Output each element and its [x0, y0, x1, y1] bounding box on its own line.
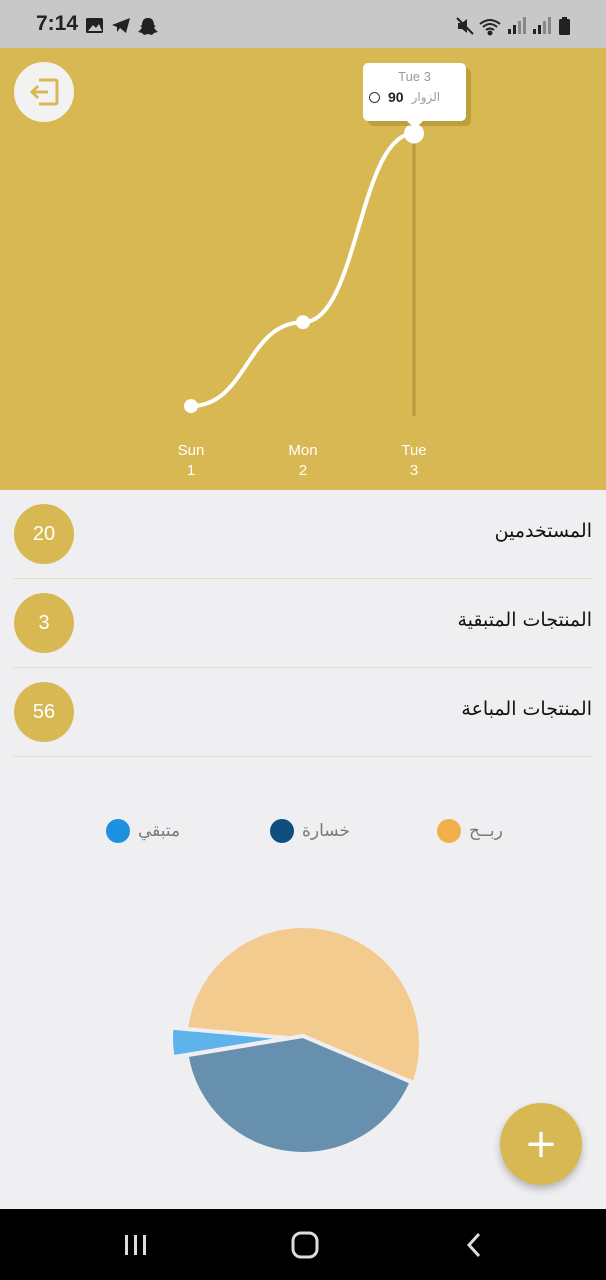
recents-icon [125, 1235, 146, 1255]
legend-dot [437, 819, 461, 843]
visitors-chart-panel: Tue 3 90 الزوار Sun 1 Mon 2 Tue 3 [0, 48, 606, 490]
tooltip-value: 90 [388, 89, 404, 105]
stat-row-remaining-products[interactable]: 3 المنتجات المتبقية [14, 579, 592, 668]
pie-slice-2 [169, 1025, 290, 1060]
legend-dot [106, 819, 130, 843]
legend-item-profit: ربــح [437, 818, 503, 844]
legend-item-remaining: متبقي [106, 818, 180, 844]
system-nav-bar [0, 1209, 606, 1280]
plus-icon: + [524, 1121, 558, 1167]
tooltip-series-name: الزوار [411, 90, 441, 104]
add-button[interactable]: + [500, 1103, 582, 1185]
x-tick-sun: Sun 1 [177, 442, 205, 479]
battery-icon [559, 17, 570, 35]
profit-loss-pie-chart [169, 924, 423, 1156]
telegram-icon [112, 18, 130, 33]
stat-count-badge: 20 [14, 504, 74, 564]
visitors-line-chart [184, 123, 424, 416]
wifi-icon [479, 19, 501, 36]
legend-label: خسارة [302, 821, 350, 841]
snapchat-icon [138, 18, 158, 35]
recents-button[interactable] [116, 1229, 156, 1261]
legend-item-loss: خسارة [270, 818, 350, 844]
gallery-icon [86, 18, 103, 33]
data-point-0 [184, 399, 198, 414]
back-button[interactable] [455, 1229, 495, 1261]
mute-icon [456, 17, 474, 35]
stat-label: المنتجات المباعة [461, 698, 592, 720]
visitors-series-line [190, 131, 415, 409]
stat-label: المستخدمين [494, 520, 592, 542]
legend-label: متبقي [138, 821, 181, 841]
status-time: 7:14 [36, 12, 79, 35]
tooltip-marker-icon [369, 91, 380, 103]
data-point-1 [296, 315, 310, 330]
home-icon [291, 1231, 319, 1259]
status-notification-icons [84, 16, 164, 40]
legend-dot [270, 819, 294, 843]
stat-count-badge: 3 [14, 593, 74, 653]
legend-label: ربــح [469, 821, 503, 841]
stat-label: المنتجات المتبقية [457, 609, 592, 631]
tooltip-title: Tue 3 [398, 69, 431, 84]
logout-icon [29, 78, 59, 106]
pie-slice-1 [184, 1033, 415, 1156]
signal-icon [508, 17, 526, 34]
logout-button[interactable] [14, 62, 74, 122]
stat-row-sold-products[interactable]: 56 المنتجات المباعة [14, 668, 592, 757]
stat-row-users[interactable]: 20 المستخدمين [14, 490, 592, 579]
stat-count-badge: 56 [14, 682, 74, 742]
back-icon [466, 1232, 481, 1258]
status-system-icons [456, 16, 576, 40]
pie-slice-0 [183, 924, 423, 1093]
signal-icon-2 [533, 17, 551, 34]
status-bar: 7:14 [0, 0, 606, 48]
home-button[interactable] [285, 1229, 325, 1261]
x-tick-mon: Mon 2 [288, 442, 318, 479]
chart-tooltip: Tue 3 90 الزوار [363, 63, 466, 129]
x-tick-tue: Tue 3 [401, 442, 427, 479]
